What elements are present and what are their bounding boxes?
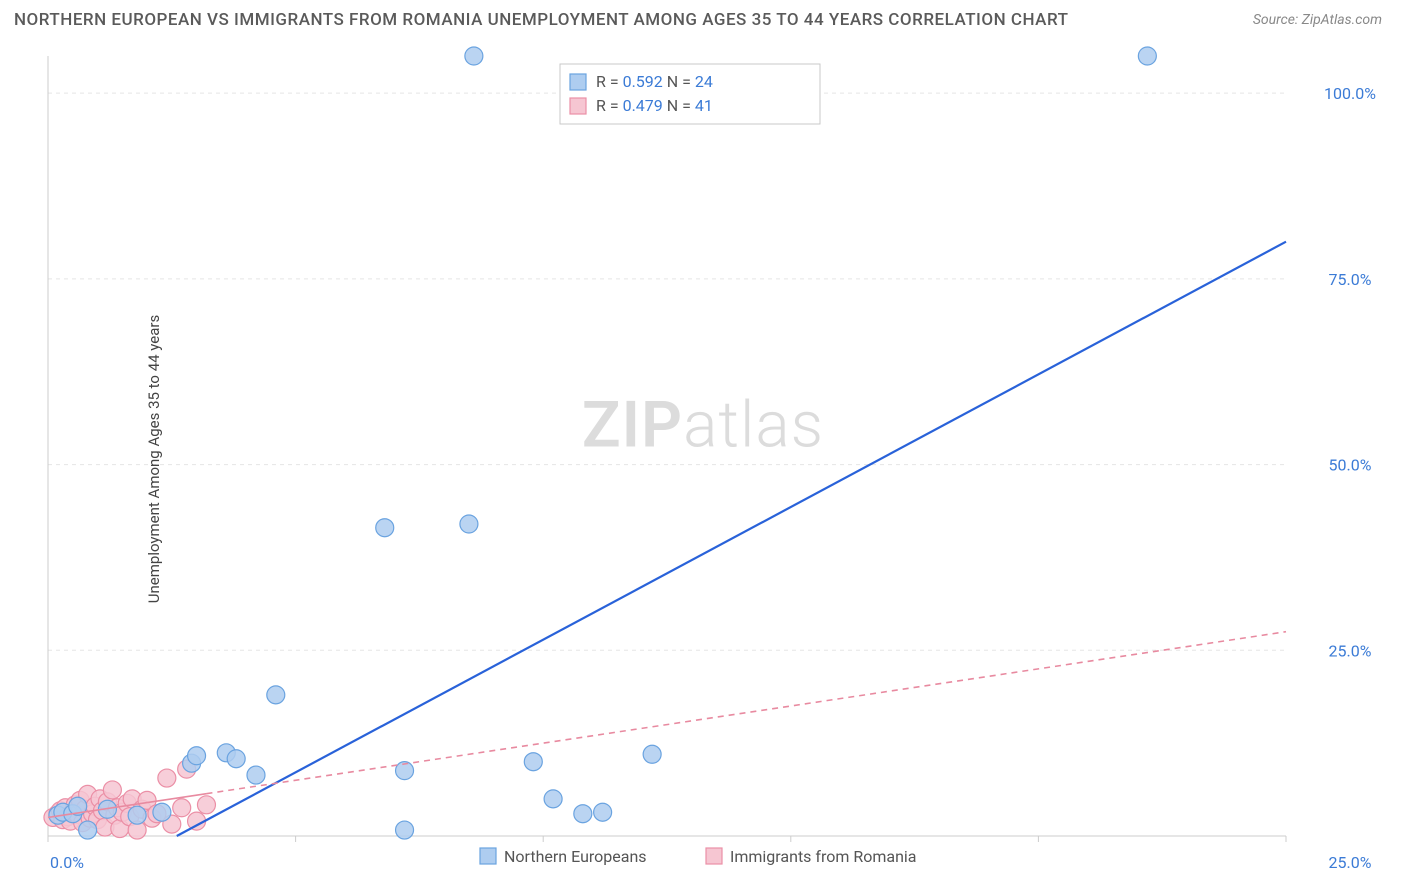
- chart-title: NORTHERN EUROPEAN VS IMMIGRANTS FROM ROM…: [14, 10, 1068, 30]
- svg-text:100.0%: 100.0%: [1324, 84, 1376, 103]
- legend-label: Immigrants from Romania: [730, 847, 917, 866]
- scatter-point: [158, 769, 176, 787]
- svg-text:R = 0.479 N = 41: R = 0.479 N = 41: [596, 96, 713, 115]
- scatter-point: [103, 781, 121, 799]
- scatter-point: [524, 753, 542, 771]
- scatter-point: [79, 821, 97, 839]
- scatter-point: [594, 803, 612, 821]
- source-label: Source: ZipAtlas.com: [1253, 12, 1382, 28]
- legend-label: Northern Europeans: [504, 847, 647, 866]
- scatter-point: [574, 805, 592, 823]
- y-axis-label: Unemployment Among Ages 35 to 44 years: [145, 315, 163, 603]
- svg-text:0.0%: 0.0%: [50, 853, 84, 872]
- scatter-point: [188, 747, 206, 765]
- scatter-point: [173, 799, 191, 817]
- scatter-chart: 25.0% 50.0% 75.0% 100.0% 0.0% 25.0% R = 0.592 …: [0, 36, 1406, 882]
- svg-text:25.0%: 25.0%: [1329, 853, 1372, 872]
- scatter-point: [643, 745, 661, 763]
- scatter-point: [267, 686, 285, 704]
- svg-text:75.0%: 75.0%: [1329, 270, 1372, 289]
- legend-swatch: [706, 848, 722, 864]
- scatter-point: [197, 796, 215, 814]
- scatter-point: [247, 766, 265, 784]
- scatter-point: [396, 821, 414, 839]
- scatter-point: [376, 519, 394, 537]
- scatter-point: [465, 47, 483, 65]
- svg-text:25.0%: 25.0%: [1329, 641, 1372, 660]
- legend-swatch: [480, 848, 496, 864]
- scatter-point: [460, 515, 478, 533]
- svg-text:R = 0.592 N = 24: R = 0.592 N = 24: [596, 72, 713, 91]
- scatter-point: [227, 750, 245, 768]
- scatter-point: [153, 803, 171, 821]
- scatter-point: [128, 806, 146, 824]
- svg-text:50.0%: 50.0%: [1329, 456, 1372, 475]
- scatter-point: [544, 790, 562, 808]
- scatter-point: [1138, 47, 1156, 65]
